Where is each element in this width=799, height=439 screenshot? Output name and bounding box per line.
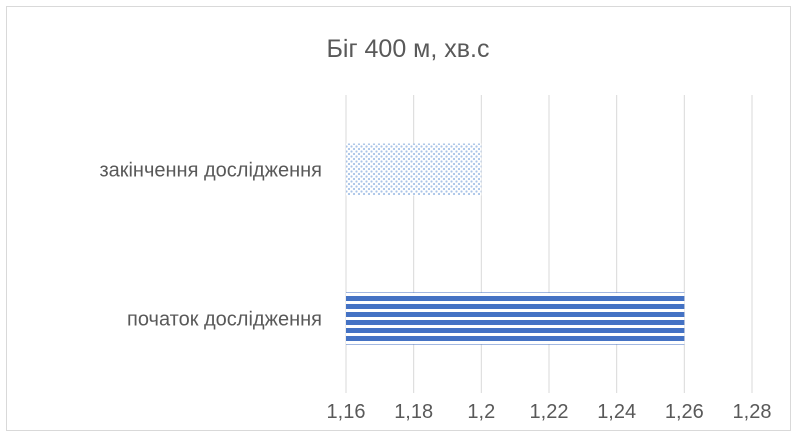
category-labels: закінчення дослідження початок дослідженн… (99, 160, 322, 331)
x-tick-label: 1,22 (530, 401, 569, 423)
x-tick-label: 1,26 (665, 401, 704, 423)
x-tick-label: 1,28 (733, 401, 772, 423)
category-label: початок дослідження (127, 309, 322, 331)
x-axis-ticks: 1,16 1,18 1,2 1,22 1,24 1,26 1,28 (327, 401, 772, 423)
category-label: закінчення дослідження (99, 160, 322, 182)
chart-frame (6, 6, 791, 431)
gridlines (345, 95, 753, 393)
x-tick-label: 1,2 (467, 401, 495, 423)
chart-title: Біг 400 м, хв.с (327, 35, 490, 63)
x-tick-label: 1,16 (327, 401, 366, 423)
bars (346, 143, 685, 345)
x-tick-label: 1,24 (597, 401, 636, 423)
bar (346, 292, 685, 345)
x-tick-label: 1,18 (394, 401, 433, 423)
bar (346, 143, 482, 196)
